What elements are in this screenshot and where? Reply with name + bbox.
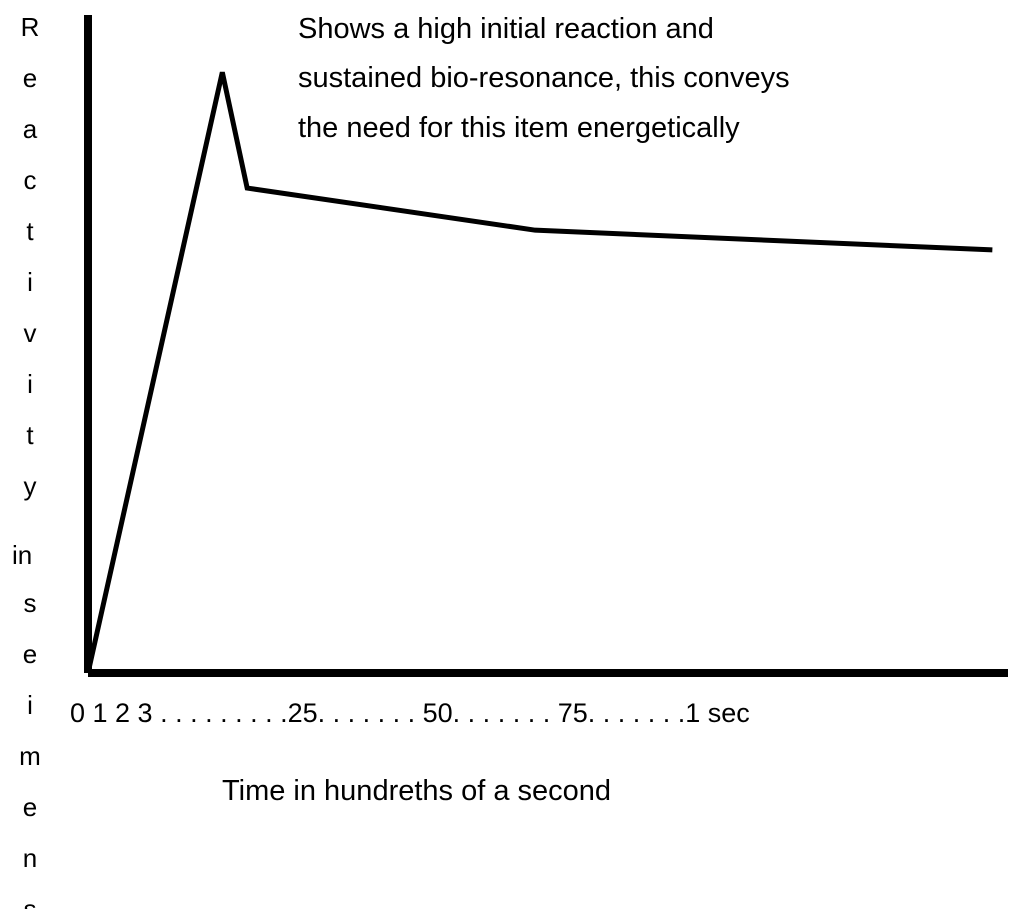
x-axis-label: Time in hundreths of a second <box>222 775 611 807</box>
y-axis-label: in <box>12 540 33 570</box>
annotation-line: the need for this item energetically <box>298 112 740 144</box>
data-line <box>85 71 993 674</box>
x-axis-text: 0 1 2 3 . . . . . . . . .25. . . . . . .… <box>70 698 750 728</box>
annotation-line: sustained bio-resonance, this conveys <box>298 62 790 94</box>
annotation-line: Shows a high initial reaction and <box>298 13 714 45</box>
y-axis-label: Reactivity <box>15 12 45 522</box>
y-axis-label: seimens <box>15 588 45 909</box>
